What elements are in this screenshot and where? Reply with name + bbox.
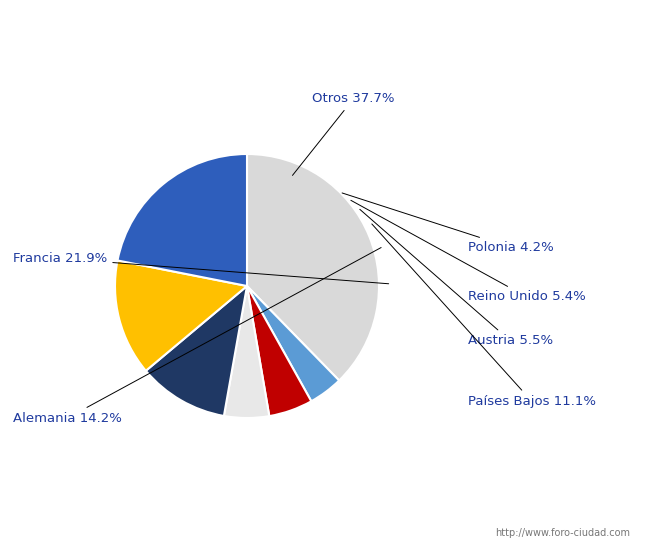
Wedge shape (115, 261, 247, 371)
Text: http://www.foro-ciudad.com: http://www.foro-ciudad.com (495, 528, 630, 538)
Wedge shape (247, 286, 339, 402)
Wedge shape (247, 286, 311, 416)
Wedge shape (247, 154, 379, 381)
Wedge shape (146, 286, 247, 416)
Text: Alemania 14.2%: Alemania 14.2% (13, 248, 381, 425)
Text: Reino Unido 5.4%: Reino Unido 5.4% (351, 200, 586, 304)
Text: Austria 5.5%: Austria 5.5% (360, 210, 553, 348)
Text: Otros 37.7%: Otros 37.7% (292, 92, 395, 175)
Text: Polonia 4.2%: Polonia 4.2% (342, 193, 554, 254)
Wedge shape (118, 154, 247, 286)
Text: Países Bajos 11.1%: Países Bajos 11.1% (372, 224, 596, 408)
Text: Francia 21.9%: Francia 21.9% (13, 252, 389, 284)
Wedge shape (224, 286, 269, 418)
Text: Leioa - Turistas extranjeros según país - Abril de 2024: Leioa - Turistas extranjeros según país … (119, 10, 531, 27)
